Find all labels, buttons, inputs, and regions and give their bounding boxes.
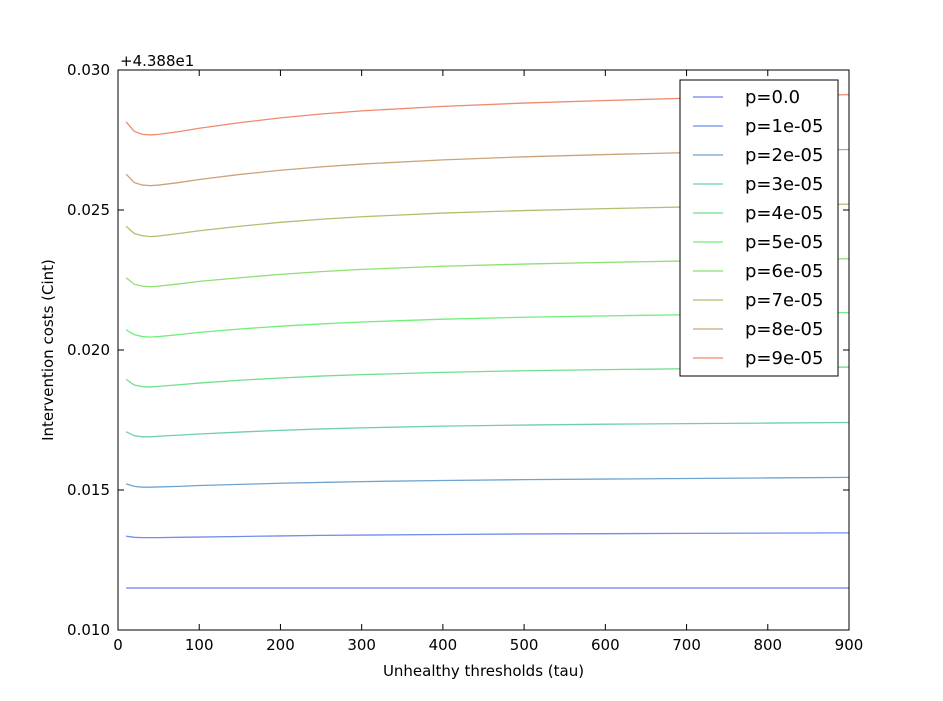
legend-label-8: p=8e-05 bbox=[745, 319, 823, 340]
y-tick-label: 0.010 bbox=[67, 621, 110, 639]
legend-label-0: p=0.0 bbox=[745, 87, 800, 108]
series-layer bbox=[125, 93, 850, 589]
legend-label-9: p=9e-05 bbox=[745, 348, 823, 369]
ticks-layer: 0 100 200 300 400 500 600 700 800 900 0.010 0.015 0.… bbox=[67, 61, 863, 654]
x-tick-label: 100 bbox=[185, 636, 214, 654]
legend: p=0.0 p=1e-05 p=2e-05 p=3e-05 p=4e-05 p=5e-05… bbox=[679, 79, 839, 377]
x-tick-label: 0 bbox=[113, 636, 123, 654]
x-tick-label: 700 bbox=[672, 636, 701, 654]
series-line-9 bbox=[125, 93, 850, 136]
series-line-1 bbox=[126, 532, 850, 539]
x-tick-label: 300 bbox=[347, 636, 376, 654]
legend-label-6: p=6e-05 bbox=[745, 261, 823, 282]
legend-label-3: p=3e-05 bbox=[745, 174, 823, 195]
legend-label-2: p=2e-05 bbox=[745, 145, 823, 166]
y-tick-label: 0.015 bbox=[67, 481, 110, 499]
x-tick-label: 800 bbox=[753, 636, 782, 654]
x-tick-label: 200 bbox=[266, 636, 295, 654]
series-line-6 bbox=[125, 258, 850, 288]
x-axis-label: Unhealthy thresholds (tau) bbox=[383, 662, 584, 680]
legend-label-1: p=1e-05 bbox=[745, 116, 823, 137]
x-tick-label: 500 bbox=[510, 636, 539, 654]
legend-box bbox=[679, 79, 839, 377]
series-line-8 bbox=[125, 148, 850, 187]
y-tick-label: 0.020 bbox=[67, 341, 110, 359]
x-tick-label: 900 bbox=[835, 636, 864, 654]
y-tick-label: 0.030 bbox=[67, 61, 110, 79]
legend-label-4: p=4e-05 bbox=[745, 203, 823, 224]
y-tick-label: 0.025 bbox=[67, 201, 110, 219]
y-axis-label: Intervention costs (Cint) bbox=[39, 259, 57, 441]
x-tick-label: 600 bbox=[591, 636, 620, 654]
series-line-2 bbox=[125, 476, 850, 488]
x-tick-label: 400 bbox=[429, 636, 458, 654]
legend-label-5: p=5e-05 bbox=[745, 232, 823, 253]
series-line-7 bbox=[125, 203, 850, 238]
legend-label-7: p=7e-05 bbox=[745, 290, 823, 311]
series-line-5 bbox=[125, 311, 850, 338]
series-line-4 bbox=[125, 366, 850, 388]
series-line-3 bbox=[125, 421, 850, 438]
y-offset-label: +4.388e1 bbox=[120, 52, 194, 70]
